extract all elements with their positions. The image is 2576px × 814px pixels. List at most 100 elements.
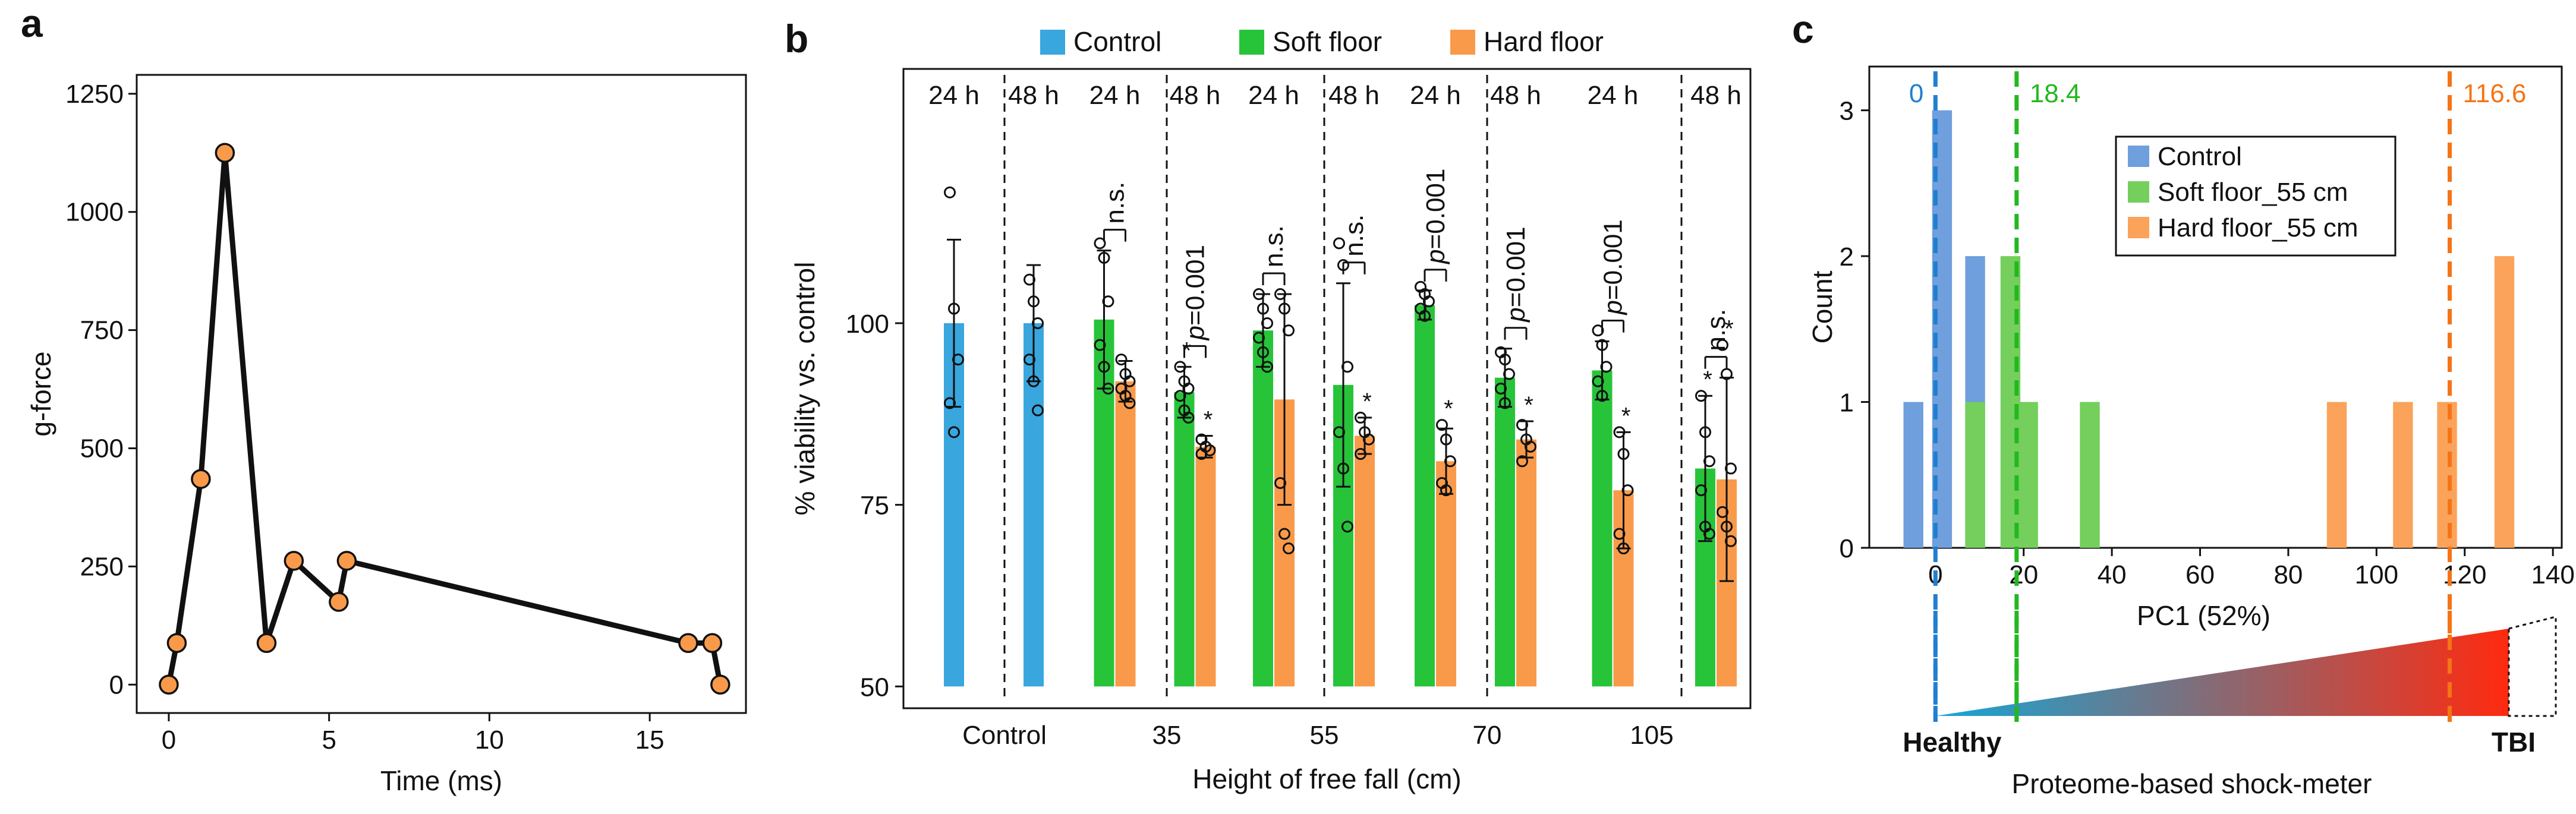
hard-70-t24-bar: [1436, 461, 1456, 687]
time-label-b: 24 h: [1089, 81, 1141, 110]
hard-70-t24-point: [1436, 419, 1448, 431]
y-tick-label-a: 250: [80, 552, 124, 581]
histogram-bar-c: [2393, 402, 2413, 548]
soft-55-t24-point: [1257, 302, 1269, 315]
x-tick-label-a: 0: [162, 725, 176, 755]
soft-105-t48-point: [1703, 455, 1715, 468]
control-t48-point: [1032, 404, 1044, 417]
y-tick-label-a: 1000: [65, 198, 124, 227]
legend-label-c: Hard floor_55 cm: [2158, 213, 2358, 242]
hard-70-t24-point: [1444, 455, 1456, 468]
time-label-b: 48 h: [1690, 81, 1742, 110]
soft-35-t48-point: [1182, 411, 1195, 424]
legend-label-b: Soft floor: [1273, 26, 1382, 57]
time-label-b: 24 h: [1410, 81, 1461, 110]
hard-55-t24-point: [1278, 302, 1290, 315]
hard-105-t24-point: [1613, 426, 1626, 438]
y-tick-label-c: 2: [1840, 242, 1854, 272]
control-t48-point: [1024, 354, 1035, 366]
data-point-a: [256, 633, 277, 654]
data-point-a: [710, 674, 730, 695]
control-t24-point: [944, 397, 956, 409]
soft-55-t48-point: [1333, 237, 1345, 250]
soft-105-t24-point: [1600, 361, 1613, 373]
soft-35-t24-point: [1102, 383, 1114, 395]
time-label-b: 48 h: [1328, 81, 1380, 110]
y-tick-label-c: 1: [1840, 389, 1854, 418]
soft-35-t48-point: [1174, 361, 1186, 373]
x-axis-label-c: PC1 (52%): [2137, 600, 2270, 631]
hard-105-t48-point: [1721, 520, 1733, 533]
significance-star-b: *: [1621, 403, 1631, 429]
panel-label-b: b: [785, 17, 808, 61]
time-label-b: 48 h: [1490, 81, 1541, 110]
plot-frame-b: [902, 68, 1752, 709]
data-point-a: [329, 592, 349, 612]
significance-star-b: *: [1444, 396, 1453, 422]
reference-label-c: 116.6: [2463, 79, 2527, 108]
hard-35-t24-point: [1123, 375, 1136, 387]
x-axis-label-a: Time (ms): [380, 765, 502, 796]
hard-70-t48-point: [1516, 419, 1528, 431]
shock-meter-gradient: [1935, 629, 2509, 716]
legend-label-c: Soft floor_55 cm: [2158, 178, 2348, 207]
legend-box-c: [2115, 135, 2397, 257]
soft-105-t48-point: [1699, 426, 1711, 438]
soft-55-t24-point: [1253, 332, 1265, 344]
soft-70-t24-point: [1419, 310, 1431, 322]
significance-star-b: *: [1703, 367, 1712, 393]
legend-swatch-b: [1239, 30, 1264, 55]
hard-55-t24-point: [1274, 288, 1286, 301]
data-point-a: [336, 551, 357, 571]
time-label-b: 24 h: [928, 81, 980, 110]
soft-35-t24-point: [1102, 295, 1114, 308]
x-tick-label-c: 140: [2531, 560, 2574, 589]
soft-105-t48-point: [1695, 390, 1707, 402]
hard-105-t24-point: [1617, 542, 1630, 554]
histogram-bar-c: [2437, 402, 2457, 548]
hard-55-t48-point: [1363, 433, 1375, 446]
category-label-b: 105: [1630, 721, 1673, 750]
soft-55-t24-point: [1261, 317, 1273, 329]
control-t48-bar: [1024, 323, 1044, 687]
scale-caption-c: Proteome-based shock-meter: [2012, 768, 2372, 799]
x-tick-label-a: 10: [475, 725, 504, 755]
legend-label-b: Control: [1073, 26, 1161, 57]
soft-70-t48-point: [1499, 397, 1511, 409]
hard-35-t24-point: [1115, 354, 1128, 366]
comparison-105-t24-bracket-label: p=0.001: [1599, 219, 1628, 315]
legend-label-b: Hard floor: [1484, 26, 1604, 57]
category-label-b: 70: [1473, 721, 1502, 750]
soft-105-t24-point: [1596, 390, 1608, 402]
soft-105-t24-bar: [1592, 370, 1613, 687]
soft-35-t24-point: [1098, 361, 1110, 373]
y-tick-label-b: 50: [860, 673, 889, 702]
y-tick-label-b: 100: [846, 310, 889, 339]
soft-70-t24-bar: [1415, 305, 1435, 687]
x-tick-label-c: 100: [2355, 560, 2398, 589]
soft-105-t24-point: [1592, 375, 1604, 387]
hard-105-t48-point: [1717, 506, 1728, 518]
plot-frame-c: [1868, 65, 2563, 549]
hard-70-t48-bar: [1516, 439, 1536, 687]
hard-105-t24-point: [1621, 484, 1634, 497]
soft-105-t48-point: [1695, 484, 1707, 497]
control-t48-point: [1028, 295, 1040, 308]
hard-105-t48-point: [1721, 368, 1733, 380]
comparison-35-t24-bracket-label: n.s.: [1101, 182, 1130, 224]
control-t48-point: [1024, 273, 1035, 286]
y-tick-label-c: 0: [1840, 534, 1854, 563]
soft-55-t48-point: [1341, 361, 1353, 373]
shock-meter-extension: [2508, 616, 2557, 717]
hard-55-t48-bar: [1355, 436, 1375, 687]
control-t24-point: [948, 302, 960, 315]
data-point-a: [702, 633, 723, 654]
y-tick-label-c: 3: [1840, 97, 1854, 126]
hard-105-t24-point: [1617, 448, 1630, 460]
hard-55-t24-point: [1283, 542, 1295, 554]
x-tick-label-c: 60: [2185, 560, 2215, 589]
soft-70-t48-point: [1503, 368, 1515, 380]
category-label-b: 55: [1310, 721, 1339, 750]
